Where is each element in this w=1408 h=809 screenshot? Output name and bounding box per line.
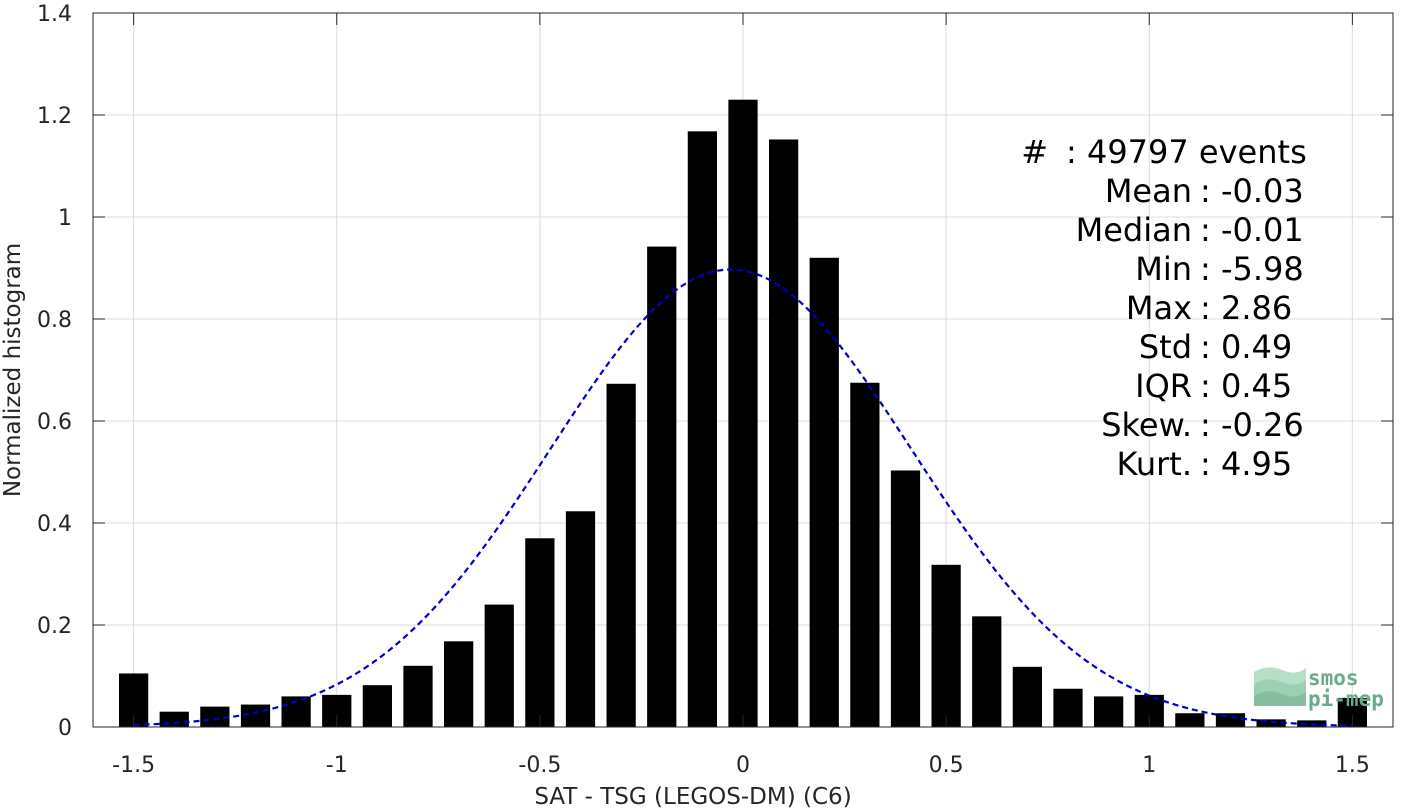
stat-value: : 0.45	[1200, 367, 1292, 405]
ticks-layer	[93, 12, 1393, 728]
stat-line: Median: -0.01	[1076, 211, 1304, 249]
x-tick-label: -0.5	[518, 753, 561, 778]
y-tick-label: 0.4	[37, 512, 72, 537]
x-tick-labels: -1.5 -1 -0.5 0 0.5 1 1.5	[112, 753, 1370, 778]
stat-value: : -5.98	[1200, 250, 1304, 288]
logo-text-smos: smos	[1308, 666, 1359, 690]
stat-value: : 49797 events	[1066, 133, 1307, 171]
stat-label: #	[1021, 133, 1048, 171]
stat-line: IQR: 0.45	[1135, 367, 1292, 405]
histogram-bar	[890, 470, 921, 727]
histogram-bar	[1012, 666, 1042, 727]
histogram-bar	[1215, 713, 1246, 727]
histogram-bar	[850, 382, 880, 727]
y-tick-label: 0.8	[37, 308, 72, 333]
stat-label: Skew.	[1101, 406, 1192, 444]
stat-value: : -0.03	[1200, 172, 1304, 210]
stat-value: : 4.95	[1200, 445, 1292, 483]
stat-line: Min: -5.98	[1135, 250, 1304, 288]
stat-line: Max: 2.86	[1126, 289, 1292, 327]
stat-line: # : 49797 events	[1021, 133, 1307, 171]
y-tick-label: 0.2	[37, 614, 72, 639]
bars-layer	[119, 99, 1367, 728]
y-tick-label: 0.6	[37, 410, 72, 435]
histogram-bar	[362, 685, 392, 727]
histogram-bar	[240, 704, 271, 727]
histogram-bar	[525, 538, 555, 727]
histogram-bar	[200, 706, 230, 727]
stat-value: : -0.26	[1200, 406, 1304, 444]
stat-label: IQR	[1135, 367, 1192, 405]
x-tick-label: 0	[736, 753, 750, 778]
histogram-bar	[972, 616, 1002, 727]
x-tick-label: 1.5	[1335, 753, 1370, 778]
stat-value: : 0.49	[1200, 328, 1292, 366]
histogram-bar	[565, 511, 596, 727]
stat-line: Mean: -0.03	[1105, 172, 1304, 210]
histogram-bar	[809, 257, 839, 727]
histogram-bar	[728, 99, 758, 727]
x-tick-label: -1	[326, 753, 348, 778]
stat-label: Std	[1139, 328, 1192, 366]
histogram-bar	[1053, 688, 1083, 727]
stat-label: Mean	[1105, 172, 1192, 210]
x-tick-label: -1.5	[112, 753, 155, 778]
histogram-bar	[1256, 719, 1286, 727]
normal-fit-curve	[133, 268, 1353, 727]
histogram-bar	[931, 564, 961, 727]
y-tick-labels: 0 0.2 0.4 0.6 0.8 1 1.2 1.4	[37, 2, 72, 741]
y-tick-label: 1.4	[37, 2, 72, 27]
y-tick-label: 1.2	[37, 104, 72, 129]
stat-label: Kurt.	[1116, 445, 1192, 483]
histogram-bar	[606, 383, 636, 727]
y-axis-label: Normalized histogram	[0, 243, 26, 497]
stat-value: : 2.86	[1200, 289, 1292, 327]
x-axis-label: SAT - TSG (LEGOS-DM) (C6)	[534, 784, 851, 809]
stat-label: Max	[1126, 289, 1192, 327]
x-tick-label: 0.5	[929, 753, 964, 778]
histogram-bar	[1175, 713, 1205, 727]
x-tick-label: 1	[1142, 753, 1156, 778]
histogram-bar	[484, 604, 514, 727]
logo-text-pimep: pi-mep	[1308, 687, 1384, 711]
histogram-bar	[1094, 696, 1124, 727]
stat-line: Kurt.: 4.95	[1116, 445, 1292, 483]
stat-value: : -0.01	[1200, 211, 1304, 249]
histogram-bar	[769, 139, 799, 728]
smos-pimep-logo: smos pi-mep	[1254, 666, 1384, 711]
histogram-bar	[687, 131, 717, 727]
stat-line: Std: 0.49	[1139, 328, 1292, 366]
y-tick-label: 1	[58, 206, 72, 231]
logo-wave-icon	[1254, 667, 1306, 706]
stat-label: Min	[1135, 250, 1192, 288]
histogram-bar	[647, 246, 677, 727]
stat-line: Skew.: -0.26	[1101, 406, 1304, 444]
stat-label: Median	[1076, 211, 1192, 249]
histogram-bar	[444, 641, 474, 727]
y-tick-label: 0	[58, 716, 72, 741]
histogram-bar	[403, 665, 433, 727]
